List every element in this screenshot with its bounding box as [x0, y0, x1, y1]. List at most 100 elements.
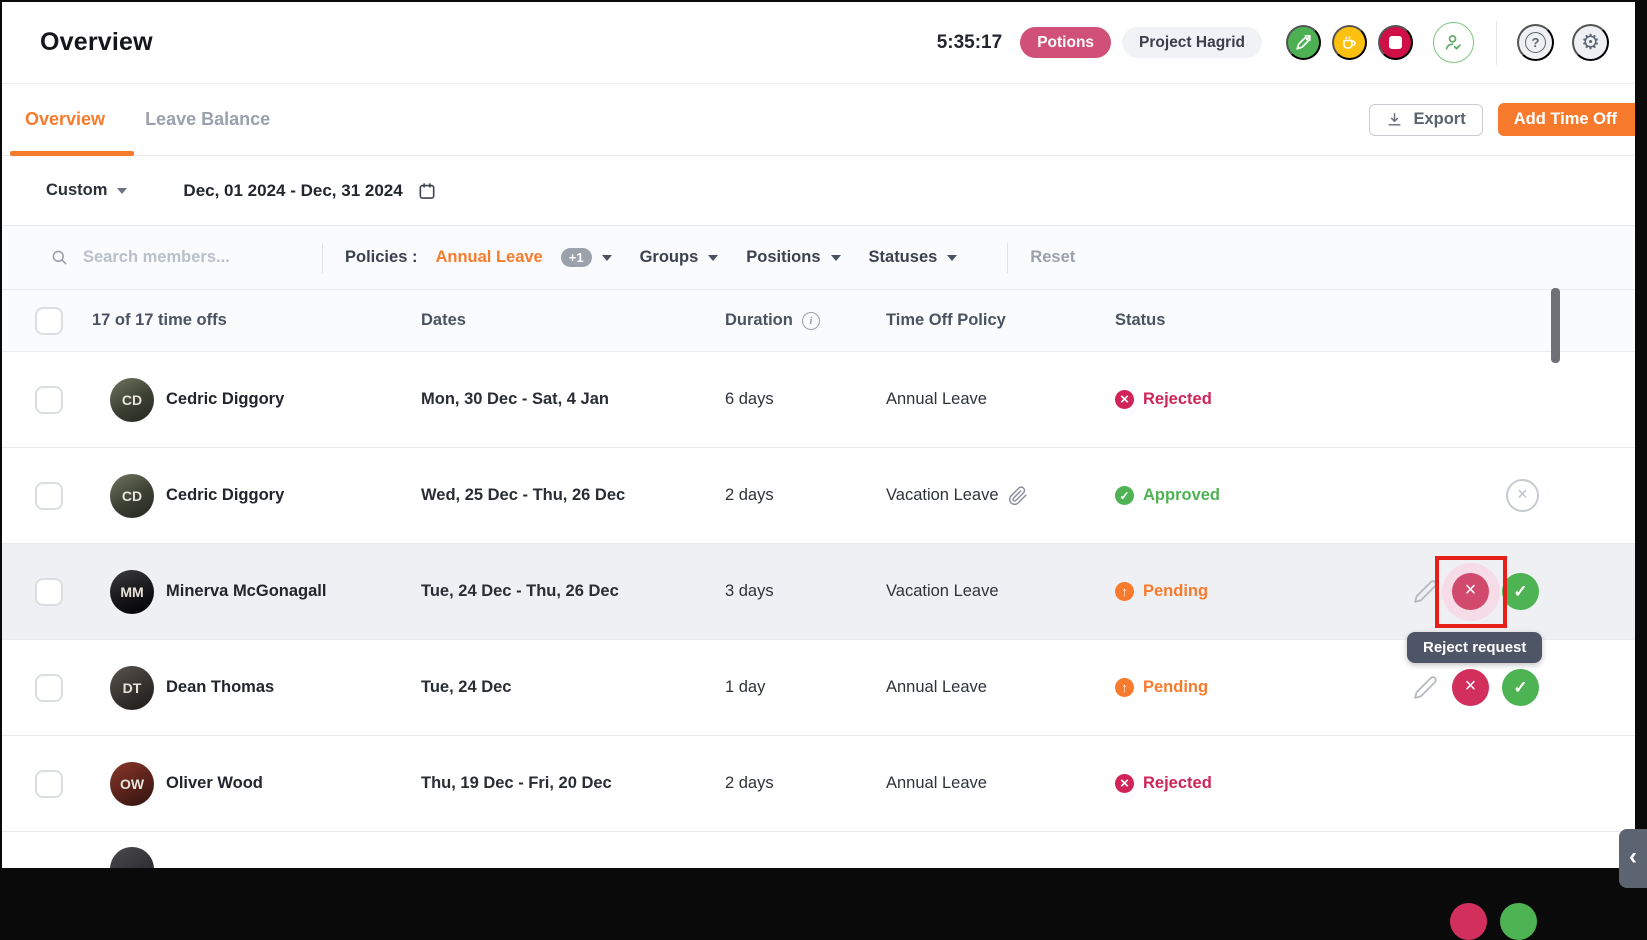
reject-request-button[interactable]: [1452, 573, 1489, 610]
active-tab-underline: [10, 151, 134, 156]
chevron-down-icon: [708, 254, 719, 261]
status-badge: Pending: [1115, 678, 1382, 697]
gear-icon: [1581, 30, 1600, 55]
duration-cell: 1 day: [725, 678, 766, 696]
groups-filter[interactable]: Groups: [640, 248, 719, 267]
stop-icon: [1389, 36, 1402, 49]
approve-request-button[interactable]: [1502, 669, 1539, 706]
row-checkbox[interactable]: [35, 385, 63, 414]
tabs-row: Overview Leave Balance Export Add Time O…: [2, 84, 1635, 156]
table-row[interactable]: MM Minerva McGonagall Tue, 24 Dec - Thu,…: [2, 544, 1635, 640]
member-name: Oliver Wood: [166, 774, 263, 792]
timer-display: 5:35:17: [936, 31, 1003, 53]
member-name: Cedric Diggory: [166, 390, 285, 408]
info-icon[interactable]: [801, 311, 820, 330]
activity-badge[interactable]: Potions: [1020, 27, 1112, 58]
chevron-down-icon: [601, 254, 612, 261]
export-label: Export: [1413, 110, 1466, 128]
page-title: Overview: [40, 28, 153, 56]
date-preset-label: Custom: [46, 181, 108, 199]
status-badge: Approved: [1115, 486, 1382, 505]
pending-icon: [1115, 678, 1134, 697]
app-window: Overview 5:35:17 Potions Project Hagrid: [2, 2, 1635, 868]
header-divider: [1496, 20, 1497, 65]
app-header: Overview 5:35:17 Potions Project Hagrid: [2, 2, 1635, 84]
export-button[interactable]: Export: [1369, 103, 1483, 136]
avatar: CD: [110, 473, 154, 518]
positions-label: Positions: [746, 248, 821, 266]
calendar-icon: [417, 181, 437, 201]
col-duration: Duration: [725, 311, 793, 329]
stop-timer-button[interactable]: [1378, 25, 1413, 60]
status-badge: Rejected: [1115, 774, 1382, 793]
search-members-input[interactable]: [83, 248, 283, 267]
approved-icon: [1115, 486, 1134, 505]
policy-cell: Annual Leave: [886, 390, 987, 408]
filter-divider: [322, 242, 323, 273]
start-break-button[interactable]: [1332, 25, 1367, 60]
reject-request-button[interactable]: [1452, 669, 1489, 706]
date-preset-dropdown[interactable]: Custom: [46, 181, 128, 200]
avatar: [110, 847, 154, 868]
edit-request-button[interactable]: [1411, 578, 1439, 606]
search-icon: [50, 248, 69, 267]
filter-divider: [1007, 242, 1009, 273]
table-row[interactable]: CD Cedric Diggory Mon, 30 Dec - Sat, 4 J…: [2, 352, 1635, 448]
status-badge: Pending: [1115, 582, 1382, 601]
dates-cell: Wed, 25 Dec - Thu, 26 Dec: [421, 486, 626, 504]
clock-in-status-button[interactable]: [1433, 22, 1474, 63]
rejected-icon: [1115, 774, 1134, 793]
tab-overview[interactable]: Overview: [25, 109, 106, 129]
select-all-checkbox[interactable]: [35, 306, 63, 335]
collapse-panel-tab[interactable]: [1619, 829, 1647, 888]
positions-filter[interactable]: Positions: [746, 248, 841, 267]
reject-request-tooltip: Reject request: [1407, 632, 1543, 663]
switch-activity-button[interactable]: [1286, 25, 1321, 60]
admin-settings-button[interactable]: [1572, 24, 1609, 61]
pencil-arrow-icon: [1294, 33, 1313, 52]
paperclip-icon[interactable]: [1008, 485, 1028, 506]
member-name: Minerva McGonagall: [166, 582, 327, 600]
policy-cell: Vacation Leave: [886, 486, 999, 504]
member-name: Dean Thomas: [166, 678, 275, 696]
table-row[interactable]: CD Cedric Diggory Wed, 25 Dec - Thu, 26 …: [2, 448, 1635, 544]
rejected-icon: [1115, 390, 1134, 409]
statuses-filter[interactable]: Statuses: [869, 248, 958, 267]
policy-cell: Annual Leave: [886, 678, 987, 696]
avatar: DT: [110, 665, 154, 710]
partial-reject-button[interactable]: [1450, 903, 1487, 940]
policy-cell: Vacation Leave: [886, 582, 999, 600]
chevron-down-icon: [117, 187, 128, 194]
chevron-down-icon: [830, 254, 841, 261]
approve-request-button[interactable]: [1502, 573, 1539, 610]
timeoff-count: 17 of 17 time offs: [92, 311, 227, 329]
partial-approve-button[interactable]: [1500, 903, 1537, 940]
row-checkbox[interactable]: [35, 481, 63, 510]
policies-filter[interactable]: Policies : Annual Leave +1: [345, 248, 612, 267]
help-button[interactable]: [1517, 24, 1554, 61]
row-checkbox[interactable]: [35, 577, 63, 606]
member-name: Cedric Diggory: [166, 486, 285, 504]
row-checkbox[interactable]: [35, 769, 63, 798]
table-row[interactable]: DT Dean Thomas Tue, 24 Dec 1 day Annual …: [2, 640, 1635, 736]
table-body: CD Cedric Diggory Mon, 30 Dec - Sat, 4 J…: [2, 352, 1635, 868]
pending-icon: [1115, 582, 1134, 601]
cancel-request-button[interactable]: [1506, 479, 1539, 512]
header-right-cluster: 5:35:17 Potions Project Hagrid: [936, 20, 1609, 65]
edit-request-button[interactable]: [1411, 674, 1439, 702]
tab-leave-balance[interactable]: Leave Balance: [145, 109, 271, 129]
row-checkbox[interactable]: [35, 673, 63, 702]
policies-more-badge: +1: [560, 248, 592, 267]
project-badge[interactable]: Project Hagrid: [1122, 27, 1262, 58]
reset-filters-button[interactable]: Reset: [1030, 248, 1076, 266]
add-time-off-button[interactable]: Add Time Off: [1497, 103, 1635, 136]
table-row[interactable]: OW Oliver Wood Thu, 19 Dec - Fri, 20 Dec…: [2, 736, 1635, 832]
avatar: MM: [110, 569, 154, 614]
scrollbar-thumb[interactable]: [1551, 288, 1560, 363]
col-policy: Time Off Policy: [886, 311, 1006, 329]
add-time-off-label: Add Time Off: [1513, 110, 1617, 128]
statuses-label: Statuses: [868, 248, 938, 266]
avatar: CD: [110, 377, 154, 422]
avatar: OW: [110, 761, 154, 806]
date-range-picker[interactable]: Dec, 01 2024 - Dec, 31 2024: [183, 181, 436, 201]
